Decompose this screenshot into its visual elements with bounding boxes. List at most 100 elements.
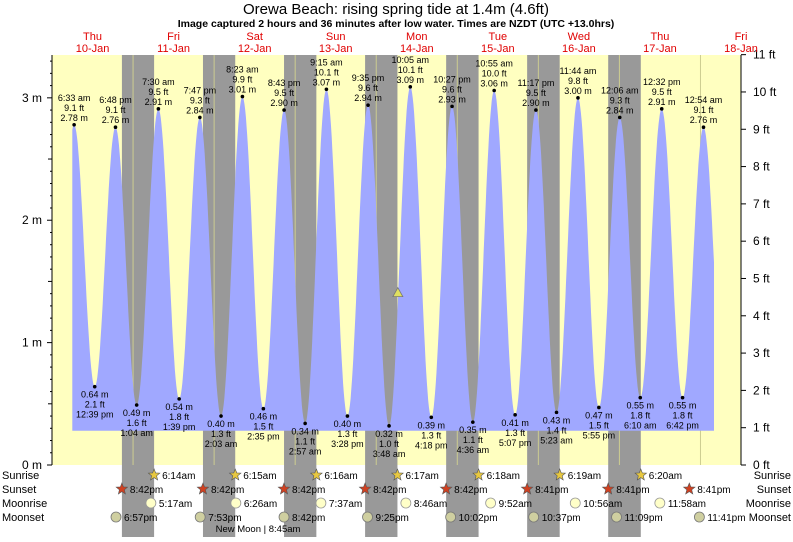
sunset-time: 8:42pm — [130, 485, 163, 496]
low-tide-time: 5:07 pm — [499, 438, 532, 448]
moonset-time: 10:02pm — [459, 513, 498, 524]
low-tide-m: 0.43 m — [543, 415, 571, 425]
high-tide-m: 3.00 m — [564, 86, 592, 96]
moonrise-icon — [654, 497, 666, 509]
row-label-left: Sunrise — [2, 470, 39, 482]
chart-title: Orewa Beach: rising spring tide at 1.4m … — [243, 1, 549, 18]
moonrise-icon — [569, 497, 581, 509]
high-tide-ft: 9.5 ft — [652, 87, 673, 97]
right-tick-label: 0 ft — [753, 458, 770, 472]
low-tide-time: 1:04 am — [120, 428, 153, 438]
sunrise-icon — [634, 468, 648, 481]
tide-point — [680, 395, 685, 400]
high-tide-ft: 9.6 ft — [358, 83, 379, 93]
high-tide-time: 12:32 pm — [643, 77, 681, 87]
high-tide-m: 2.76 m — [690, 115, 718, 125]
row-label-left: Moonset — [2, 512, 44, 524]
low-tide-m: 0.34 m — [291, 426, 319, 436]
day-date: 11-Jan — [157, 43, 190, 55]
row-label-left: Moonrise — [2, 498, 47, 510]
moonset-time: 9:25pm — [376, 513, 409, 524]
tide-point — [282, 108, 286, 112]
high-tide-ft: 10.1 ft — [314, 67, 340, 77]
high-tide-m: 3.06 m — [480, 78, 508, 88]
day-name: Mon — [406, 31, 427, 43]
low-tide-time: 12:39 pm — [76, 410, 114, 420]
sunset-time: 8:41pm — [697, 485, 730, 496]
high-tide-m: 2.84 m — [186, 105, 214, 115]
moonrise-icon — [145, 497, 157, 509]
moonrise-time: 6:26am — [244, 499, 277, 510]
high-tide-time: 11:17 pm — [517, 78, 554, 88]
tide-point — [72, 122, 76, 127]
left-tick-label: 3 m — [22, 91, 42, 105]
tide-point — [345, 414, 350, 418]
high-tide-ft: 10.0 ft — [482, 68, 508, 78]
day-name: Sat — [246, 31, 263, 43]
tide-curve — [72, 87, 715, 431]
high-tide-m: 2.78 m — [60, 113, 88, 123]
moonset-time: 6:57pm — [124, 513, 157, 524]
sunset-icon — [196, 482, 210, 495]
low-tide-time: 5:55 pm — [583, 430, 616, 440]
low-tide-time: 2:35 pm — [247, 432, 280, 442]
high-tide-time: 10:05 am — [392, 55, 430, 65]
moonset-icon — [611, 511, 622, 523]
right-tick-label: 6 ft — [753, 234, 770, 248]
moonrise-time: 9:52am — [499, 499, 532, 510]
day-labels: Thu10-JanFri11-JanSat12-JanSun13-JanMon1… — [76, 31, 758, 55]
chart-subtitle: Image captured 2 hours and 36 minutes af… — [178, 18, 615, 30]
low-tide-m: 0.32 m — [375, 429, 403, 439]
low-tide-ft: 1.8 ft — [169, 412, 190, 422]
day-date: 18-Jan — [724, 43, 758, 55]
moonset-time: 7:53pm — [208, 513, 241, 524]
low-tide-time: 6:10 am — [624, 421, 657, 431]
low-tide-m: 0.40 m — [334, 419, 362, 429]
low-tide-ft: 1.8 ft — [630, 411, 651, 421]
tide-point — [366, 103, 370, 107]
low-tide-ft: 1.4 ft — [547, 425, 568, 435]
left-tick-label: 2 m — [22, 213, 42, 227]
tide-point — [156, 107, 161, 111]
tide-point — [240, 94, 245, 99]
low-tide-m: 0.55 m — [626, 401, 654, 411]
low-tide-ft: 1.1 ft — [295, 436, 316, 446]
high-tide-m: 2.90 m — [522, 98, 550, 108]
right-tick-label: 2 ft — [753, 383, 770, 397]
right-tick-label: 7 ft — [753, 197, 770, 211]
right-tick-label: 11 ft — [753, 48, 776, 62]
right-tick-label: 10 ft — [753, 85, 777, 99]
high-tide-ft: 9.8 ft — [568, 76, 589, 86]
right-tick-label: 8 ft — [753, 160, 770, 174]
tide-point — [261, 406, 266, 411]
high-tide-m: 2.94 m — [354, 93, 382, 103]
day-name: Thu — [83, 31, 102, 43]
high-tide-m: 2.90 m — [270, 98, 298, 108]
moonset-time: 8:42pm — [292, 513, 325, 524]
day-date: 15-Jan — [481, 43, 515, 55]
moonset-icon — [362, 511, 373, 523]
moonset-icon — [110, 511, 122, 523]
sunrise-icon — [309, 468, 323, 481]
sunset-icon — [115, 482, 129, 495]
low-tide-m: 0.40 m — [207, 419, 235, 429]
sunrise-time: 6:15am — [243, 471, 276, 482]
sunrise-time: 6:19am — [568, 471, 601, 482]
sunrise-time: 6:17am — [405, 471, 438, 482]
low-tide-ft: 1.0 ft — [379, 439, 400, 449]
tide-point — [198, 115, 202, 120]
sunrise-time: 6:20am — [649, 471, 682, 482]
high-tide-m: 2.91 m — [648, 97, 676, 107]
current-tide-marker — [392, 286, 404, 298]
tide-point — [492, 88, 496, 93]
moonset-icon — [693, 511, 705, 523]
sunset-time: 8:42pm — [292, 485, 325, 496]
sunrise-time: 6:16am — [324, 471, 357, 482]
high-tide-time: 8:43 pm — [268, 78, 301, 88]
low-tide-m: 0.54 m — [165, 402, 193, 412]
tide-point — [408, 85, 413, 89]
sunset-icon — [601, 482, 615, 495]
low-tide-time: 3:48 am — [373, 449, 406, 459]
